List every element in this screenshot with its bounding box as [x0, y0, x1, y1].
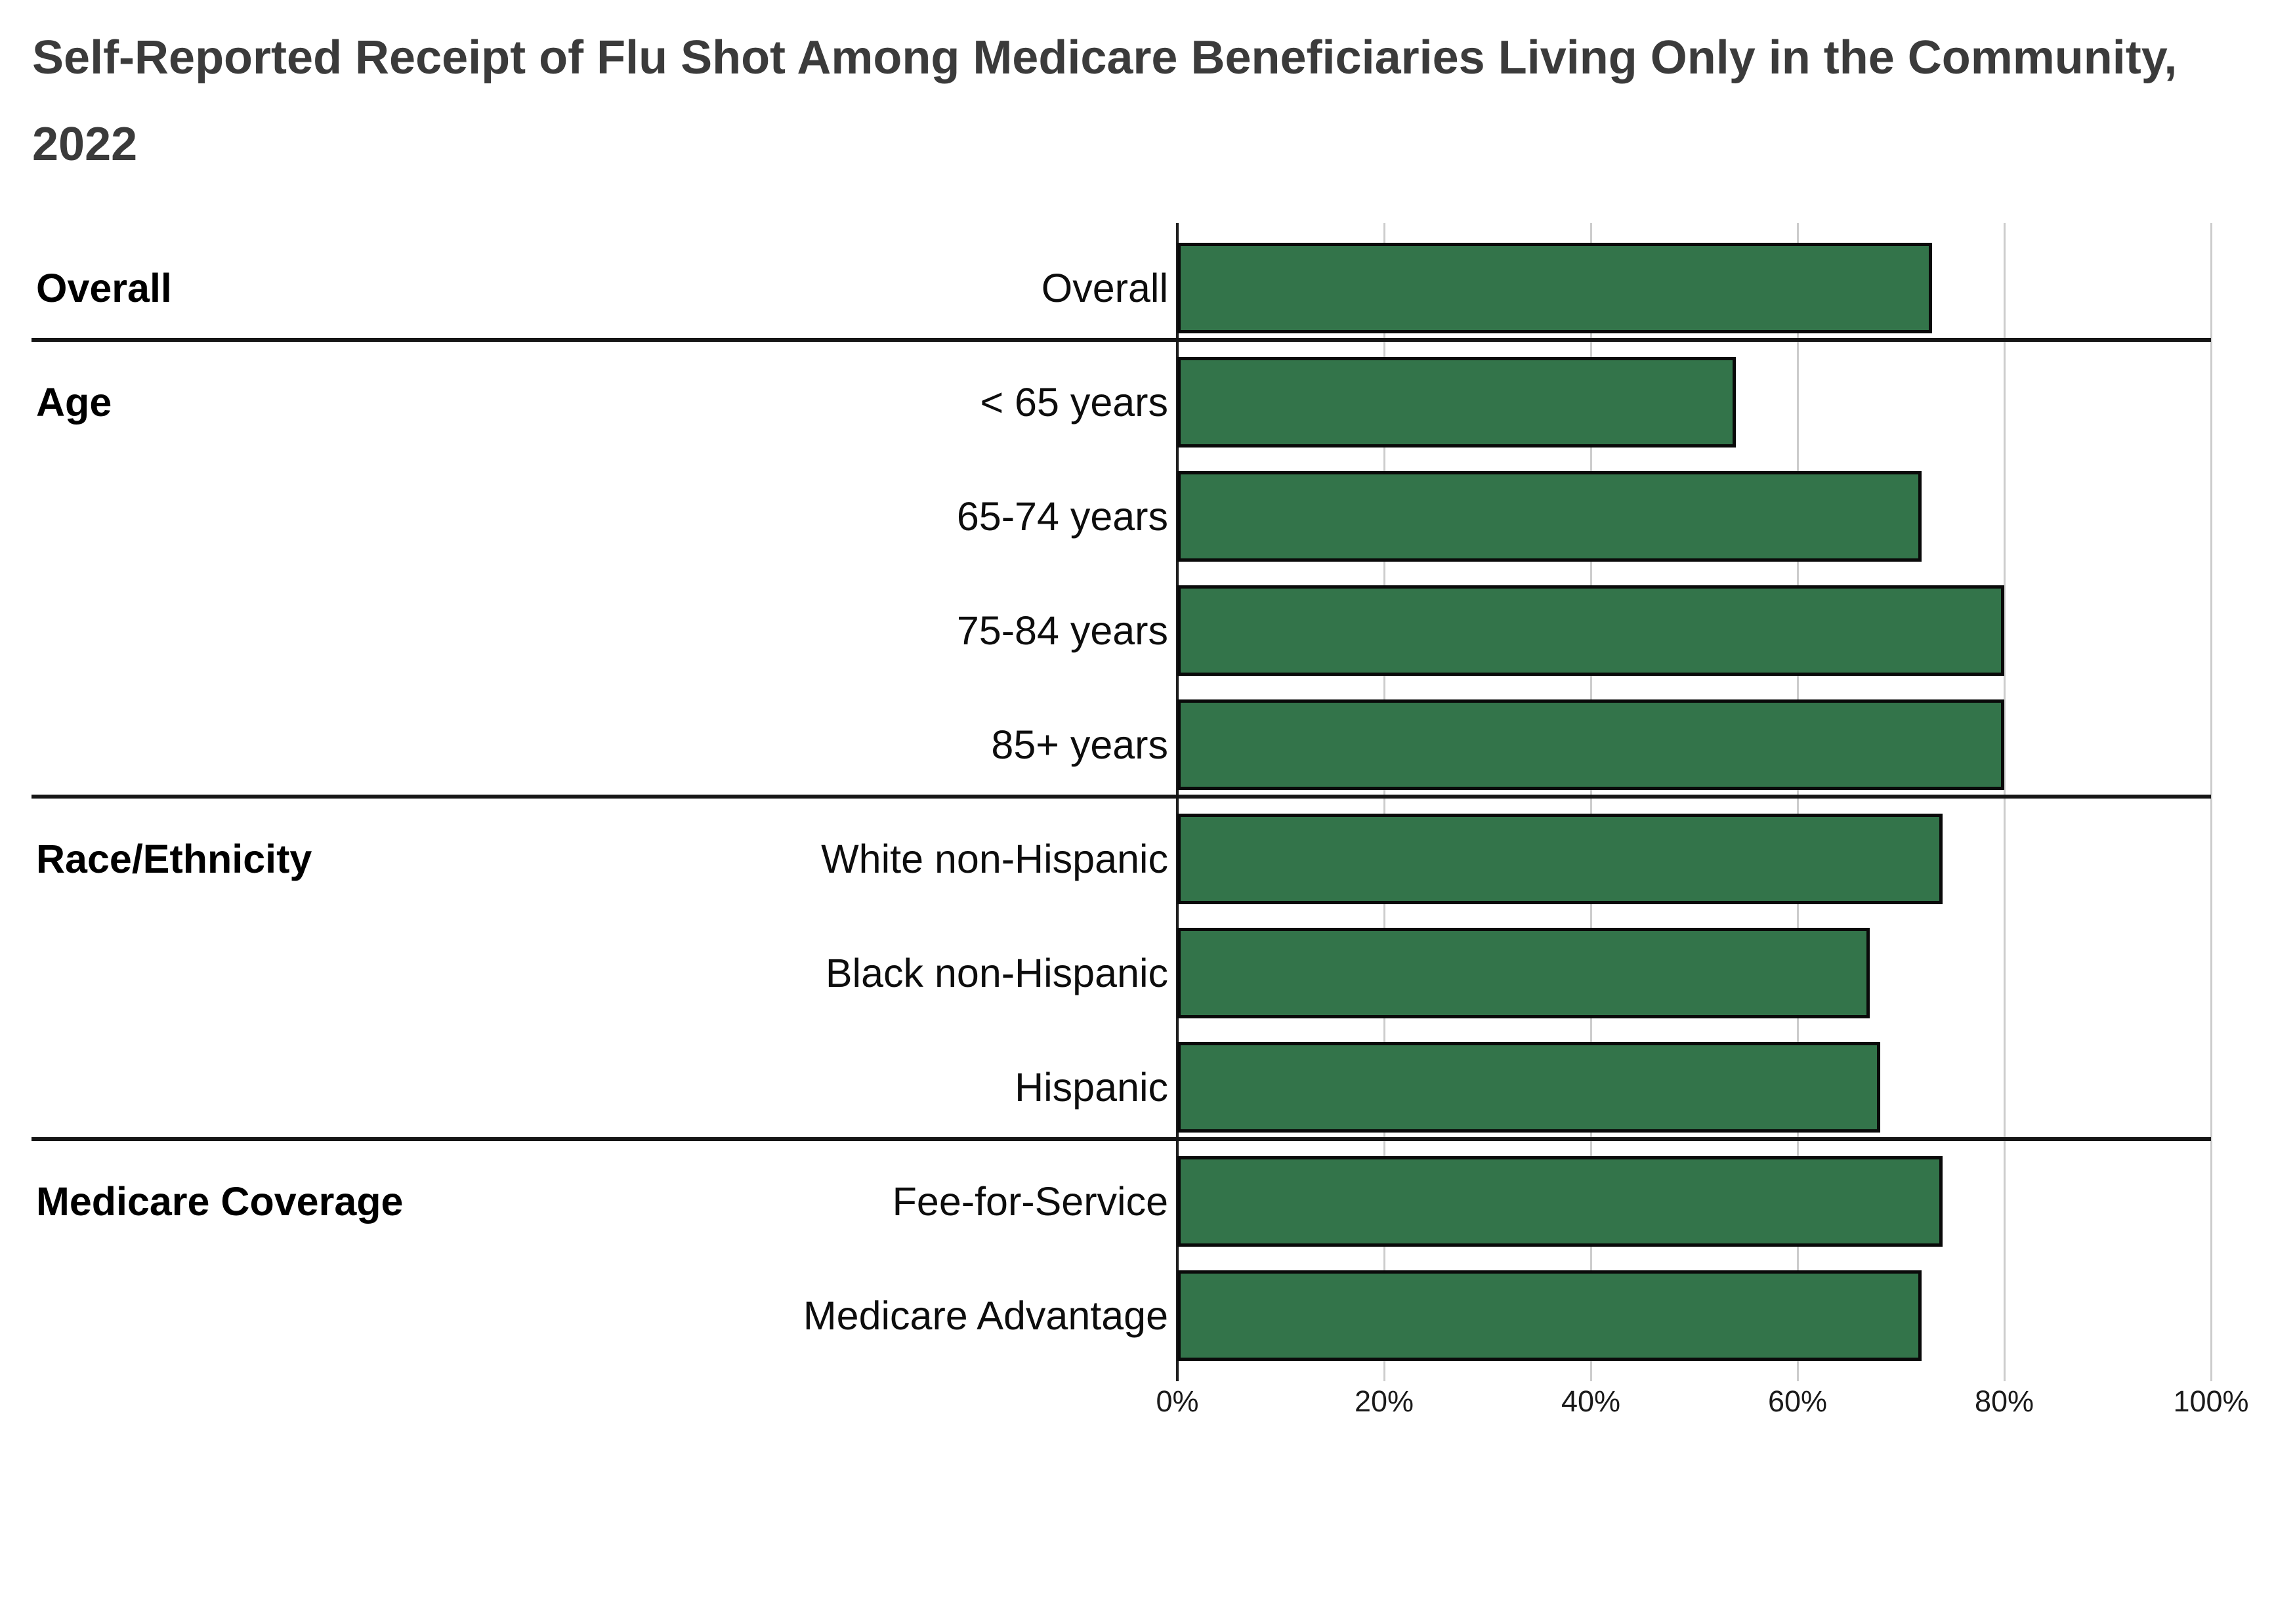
gridline-60%: [1797, 223, 1799, 1381]
bar--65-years: [1177, 357, 1736, 448]
category-label-white-non-hispanic: White non-Hispanic: [821, 837, 1168, 881]
section-divider-2: [32, 1137, 2211, 1141]
x-tick-label-0%: 0%: [1156, 1385, 1199, 1418]
bar-black-non-hispanic: [1177, 928, 1870, 1018]
category-label-65-74-years: 65-74 years: [956, 494, 1168, 539]
y-axis-line: [1176, 223, 1179, 1381]
x-tick-label-100%: 100%: [2173, 1385, 2249, 1418]
x-tick-label-80%: 80%: [1974, 1385, 2034, 1418]
category-label-75-84-years: 75-84 years: [956, 608, 1168, 653]
section-divider-0: [32, 338, 2211, 342]
bar-hispanic: [1177, 1042, 1880, 1133]
category-label-fee-for-service: Fee-for-Service: [892, 1179, 1168, 1224]
category-label--65-years: < 65 years: [980, 380, 1168, 425]
x-tick-label-60%: 60%: [1767, 1385, 1828, 1418]
section-label-race-ethnicity: Race/Ethnicity: [36, 837, 312, 881]
category-label-black-non-hispanic: Black non-Hispanic: [825, 951, 1168, 995]
bar-65-74-years: [1177, 471, 1922, 562]
bar-overall: [1177, 243, 1932, 333]
gridline-100%: [2210, 223, 2212, 1381]
section-label-age: Age: [36, 380, 112, 425]
section-label-overall: Overall: [36, 266, 172, 310]
gridline-20%: [1383, 223, 1385, 1381]
bar-white-non-hispanic: [1177, 814, 1943, 904]
gridline-40%: [1590, 223, 1592, 1381]
section-divider-1: [32, 795, 2211, 799]
bar-75-84-years: [1177, 585, 2004, 676]
x-tick-label-40%: 40%: [1561, 1385, 1621, 1418]
chart-title: Self-Reported Receipt of Flu Shot Among …: [32, 31, 2178, 171]
bar-85-years: [1177, 699, 2004, 790]
category-label-hispanic: Hispanic: [1015, 1065, 1168, 1110]
category-label-overall: Overall: [1041, 266, 1168, 310]
section-label-medicare-coverage: Medicare Coverage: [36, 1179, 404, 1224]
category-label-85-years: 85+ years: [991, 722, 1168, 767]
x-tick-label-20%: 20%: [1354, 1385, 1414, 1418]
gridline-80%: [2004, 223, 2006, 1381]
bar-fee-for-service: [1177, 1156, 1943, 1247]
category-label-medicare-advantage: Medicare Advantage: [803, 1293, 1168, 1338]
bar-medicare-advantage: [1177, 1270, 1922, 1361]
